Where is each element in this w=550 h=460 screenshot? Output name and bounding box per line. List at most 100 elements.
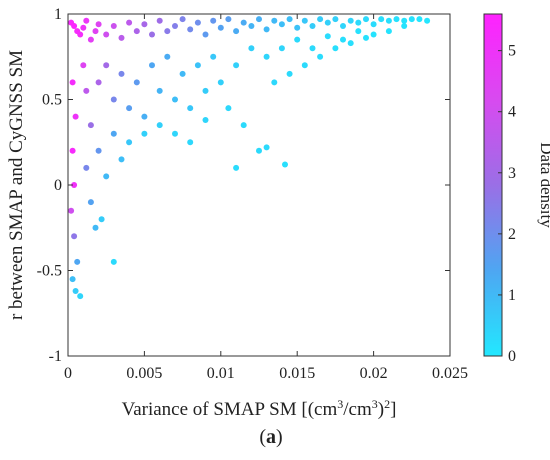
data-point [118, 156, 125, 163]
data-point [156, 87, 163, 94]
data-point [225, 16, 232, 23]
data-point [278, 45, 285, 52]
data-point [156, 122, 163, 129]
data-point [133, 28, 140, 35]
colorbar-tick-label: 4 [508, 104, 516, 121]
data-point [271, 79, 278, 86]
data-point [233, 164, 240, 171]
data-point [164, 53, 171, 60]
data-point [324, 33, 331, 40]
data-point [248, 45, 255, 52]
data-point [271, 17, 278, 24]
data-point [256, 147, 262, 154]
data-point [385, 28, 392, 35]
data-point [194, 19, 201, 26]
data-point [217, 79, 224, 86]
data-point [83, 164, 90, 171]
data-point [248, 23, 255, 29]
data-point [210, 53, 217, 60]
data-point [202, 87, 209, 94]
data-point [74, 258, 81, 265]
x-tick-label: 0.015 [279, 365, 315, 382]
data-point [92, 224, 99, 231]
data-point [133, 79, 140, 86]
data-point [172, 96, 178, 103]
data-point [294, 24, 301, 31]
data-point [286, 70, 293, 77]
data-point [83, 17, 90, 24]
data-point [69, 79, 76, 86]
data-point [103, 173, 110, 180]
data-point [202, 117, 209, 123]
colorbar-tick-label: 5 [508, 43, 516, 60]
data-point [141, 113, 148, 120]
data-point [401, 17, 408, 24]
colorbar-title: Data density [537, 142, 550, 228]
data-point [179, 70, 186, 77]
data-point [263, 53, 270, 60]
data-point [118, 34, 125, 41]
data-point [240, 19, 247, 26]
data-point [72, 288, 79, 294]
data-point [286, 16, 293, 23]
data-point [282, 161, 288, 168]
data-point [233, 62, 240, 69]
data-point [393, 16, 400, 23]
data-point [71, 23, 78, 29]
data-point [92, 28, 99, 35]
y-axis-title: r between SMAP and CyGNSS SM [6, 50, 27, 320]
data-point [71, 182, 78, 188]
data-point [141, 21, 148, 28]
data-point [194, 62, 201, 69]
data-point [233, 28, 240, 35]
data-point [126, 19, 133, 26]
data-point [294, 36, 301, 43]
data-point [149, 31, 155, 38]
data-point [401, 23, 408, 29]
data-point [301, 62, 308, 69]
data-point [363, 34, 369, 41]
data-point [110, 130, 117, 137]
data-point [95, 21, 102, 28]
y-tick-label: 1 [54, 6, 62, 23]
x-tick-label: 0.025 [432, 365, 468, 382]
data-point [95, 79, 102, 86]
data-point [80, 24, 87, 31]
data-point [317, 16, 324, 23]
data-point [172, 23, 178, 29]
data-point [103, 31, 110, 38]
data-point [263, 26, 270, 33]
data-point [110, 258, 117, 265]
data-point [77, 293, 84, 300]
colorbar-tick-label: 3 [508, 165, 516, 182]
colorbar-tick-label: 2 [508, 226, 516, 243]
scatter-points [68, 16, 431, 300]
data-point [416, 16, 423, 23]
y-tick-label: -1 [49, 348, 62, 365]
data-point [347, 17, 354, 24]
data-point [378, 16, 385, 23]
data-point [95, 147, 102, 154]
data-point [332, 45, 339, 52]
data-point [256, 16, 262, 23]
data-point [340, 36, 346, 43]
data-point [309, 45, 316, 52]
data-point [156, 17, 163, 24]
colorbar-tick-label: 0 [508, 348, 516, 365]
y-tick-label: 0.5 [42, 92, 62, 109]
data-point [149, 62, 155, 69]
data-point [103, 62, 110, 69]
data-point [355, 19, 362, 26]
data-point [363, 16, 369, 23]
data-point [80, 62, 87, 69]
data-point [110, 96, 117, 103]
data-point [187, 139, 194, 146]
data-point [179, 16, 186, 23]
data-point [187, 26, 194, 33]
y-tick-label: 0 [54, 177, 62, 194]
data-point [324, 19, 331, 26]
data-point [347, 40, 354, 47]
data-point [87, 122, 94, 129]
